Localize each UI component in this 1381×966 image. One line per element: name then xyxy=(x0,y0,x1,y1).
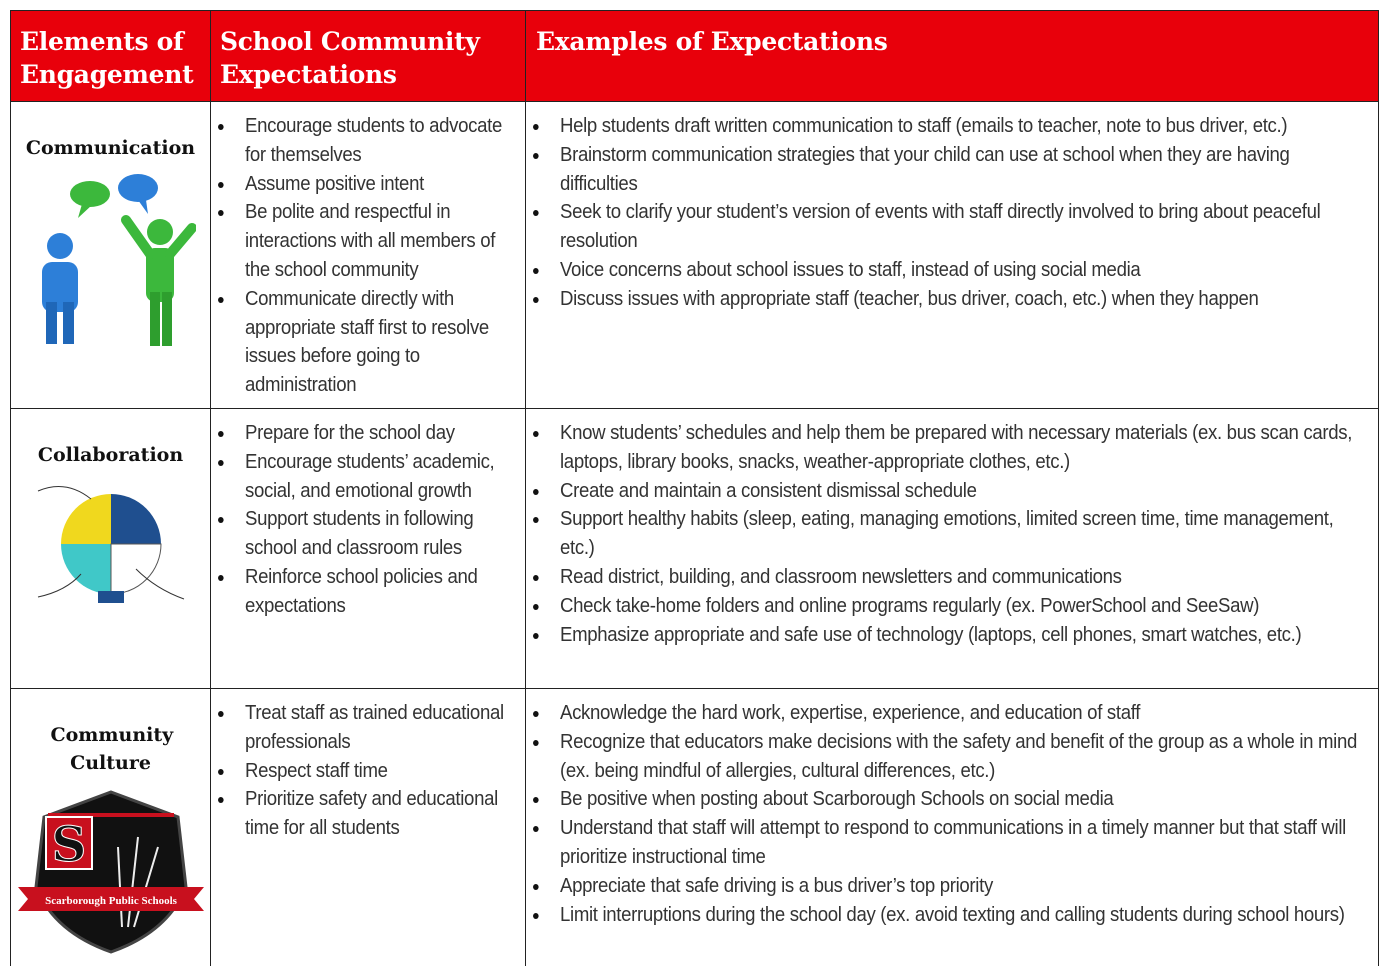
expectation-item: Be polite and respectful in interactions… xyxy=(218,198,520,284)
example-item: Read district, building, and classroom n… xyxy=(533,563,1370,592)
communication-icon xyxy=(41,174,196,346)
example-item: Brainstorm communication strategies that… xyxy=(533,141,1370,199)
element-name: Community Culture xyxy=(50,724,174,774)
expectation-item: Encourage students to advocate for thems… xyxy=(218,112,520,170)
expectation-item: Communicate directly with appropriate st… xyxy=(218,285,520,400)
example-item: Limit interruptions during the school da… xyxy=(533,901,1370,930)
example-item: Check take-home folders and online progr… xyxy=(533,592,1370,621)
expectations-cell: Encourage students to advocate for thems… xyxy=(210,101,526,409)
collaboration-icon xyxy=(37,486,184,603)
expectations-list: Prepare for the school day Encourage stud… xyxy=(212,419,522,621)
example-item: Be positive when posting about Scarborou… xyxy=(533,785,1370,814)
school-logo: S Scarborough Public Schools xyxy=(17,790,204,954)
logo-banner: Scarborough Public Schools xyxy=(45,895,178,907)
example-item: Acknowledge the hard work, expertise, ex… xyxy=(533,699,1370,728)
expectation-item: Prepare for the school day xyxy=(218,419,520,448)
example-item: Create and maintain a consistent dismiss… xyxy=(533,477,1370,506)
expectations-cell: Prepare for the school day Encourage stud… xyxy=(210,408,526,689)
examples-list: Help students draft written communicatio… xyxy=(527,112,1375,314)
expectation-item: Respect staff time xyxy=(218,757,520,786)
row: Collaboration Prepare for the school day… xyxy=(10,408,1379,689)
example-item: Understand that staff will attempt to re… xyxy=(533,814,1370,872)
header-cell: Examples of Expectations xyxy=(525,10,1379,102)
header-cell: School Community Expectations xyxy=(210,10,526,102)
expectation-item: Assume positive intent xyxy=(218,170,520,199)
expectation-item: Prioritize safety and educational time f… xyxy=(218,785,520,843)
examples-cell: Acknowledge the hard work, expertise, ex… xyxy=(525,688,1379,966)
example-item: Help students draft written communicatio… xyxy=(533,112,1370,141)
element-name: Collaboration xyxy=(37,444,184,466)
header-row: Elements of Engagement School Community … xyxy=(10,10,1379,102)
expectation-item: Reinforce school policies and expectatio… xyxy=(218,563,520,621)
element-name: Communication xyxy=(25,137,196,159)
expectations-list: Encourage students to advocate for thems… xyxy=(212,112,522,400)
example-item: Discuss issues with appropriate staff (t… xyxy=(533,285,1370,314)
logo-letter: S xyxy=(51,817,86,873)
row: Communication Encourage students to advo… xyxy=(10,101,1379,409)
expectation-item: Treat staff as trained educational profe… xyxy=(218,699,520,757)
example-item: Know students’ schedules and help them b… xyxy=(533,419,1370,477)
example-item: Recognize that educators make decisions … xyxy=(533,728,1370,786)
expectation-item: Support students in following school and… xyxy=(218,505,520,563)
element-cell: Collaboration xyxy=(10,408,211,689)
examples-cell: Help students draft written communicatio… xyxy=(525,101,1379,409)
example-item: Support healthy habits (sleep, eating, m… xyxy=(533,505,1370,563)
example-item: Voice concerns about school issues to st… xyxy=(533,256,1370,285)
row: Community Culture S Scarborough Public S… xyxy=(10,688,1379,966)
expectations-table: Elements of Engagement School Community … xyxy=(10,10,1379,966)
examples-list: Know students’ schedules and help them b… xyxy=(527,419,1375,650)
header-cell: Elements of Engagement xyxy=(10,10,211,102)
expectation-item: Encourage students’ academic, social, an… xyxy=(218,448,520,506)
expectations-cell: Treat staff as trained educational profe… xyxy=(210,688,526,966)
element-cell: Community Culture S Scarborough Public S… xyxy=(10,688,211,966)
example-item: Emphasize appropriate and safe use of te… xyxy=(533,621,1370,650)
element-cell: Communication xyxy=(10,101,211,409)
example-item: Appreciate that safe driving is a bus dr… xyxy=(533,872,1370,901)
examples-list: Acknowledge the hard work, expertise, ex… xyxy=(527,699,1375,930)
example-item: Seek to clarify your student’s version o… xyxy=(533,198,1370,256)
examples-cell: Know students’ schedules and help them b… xyxy=(525,408,1379,689)
expectations-list: Treat staff as trained educational profe… xyxy=(212,699,522,843)
